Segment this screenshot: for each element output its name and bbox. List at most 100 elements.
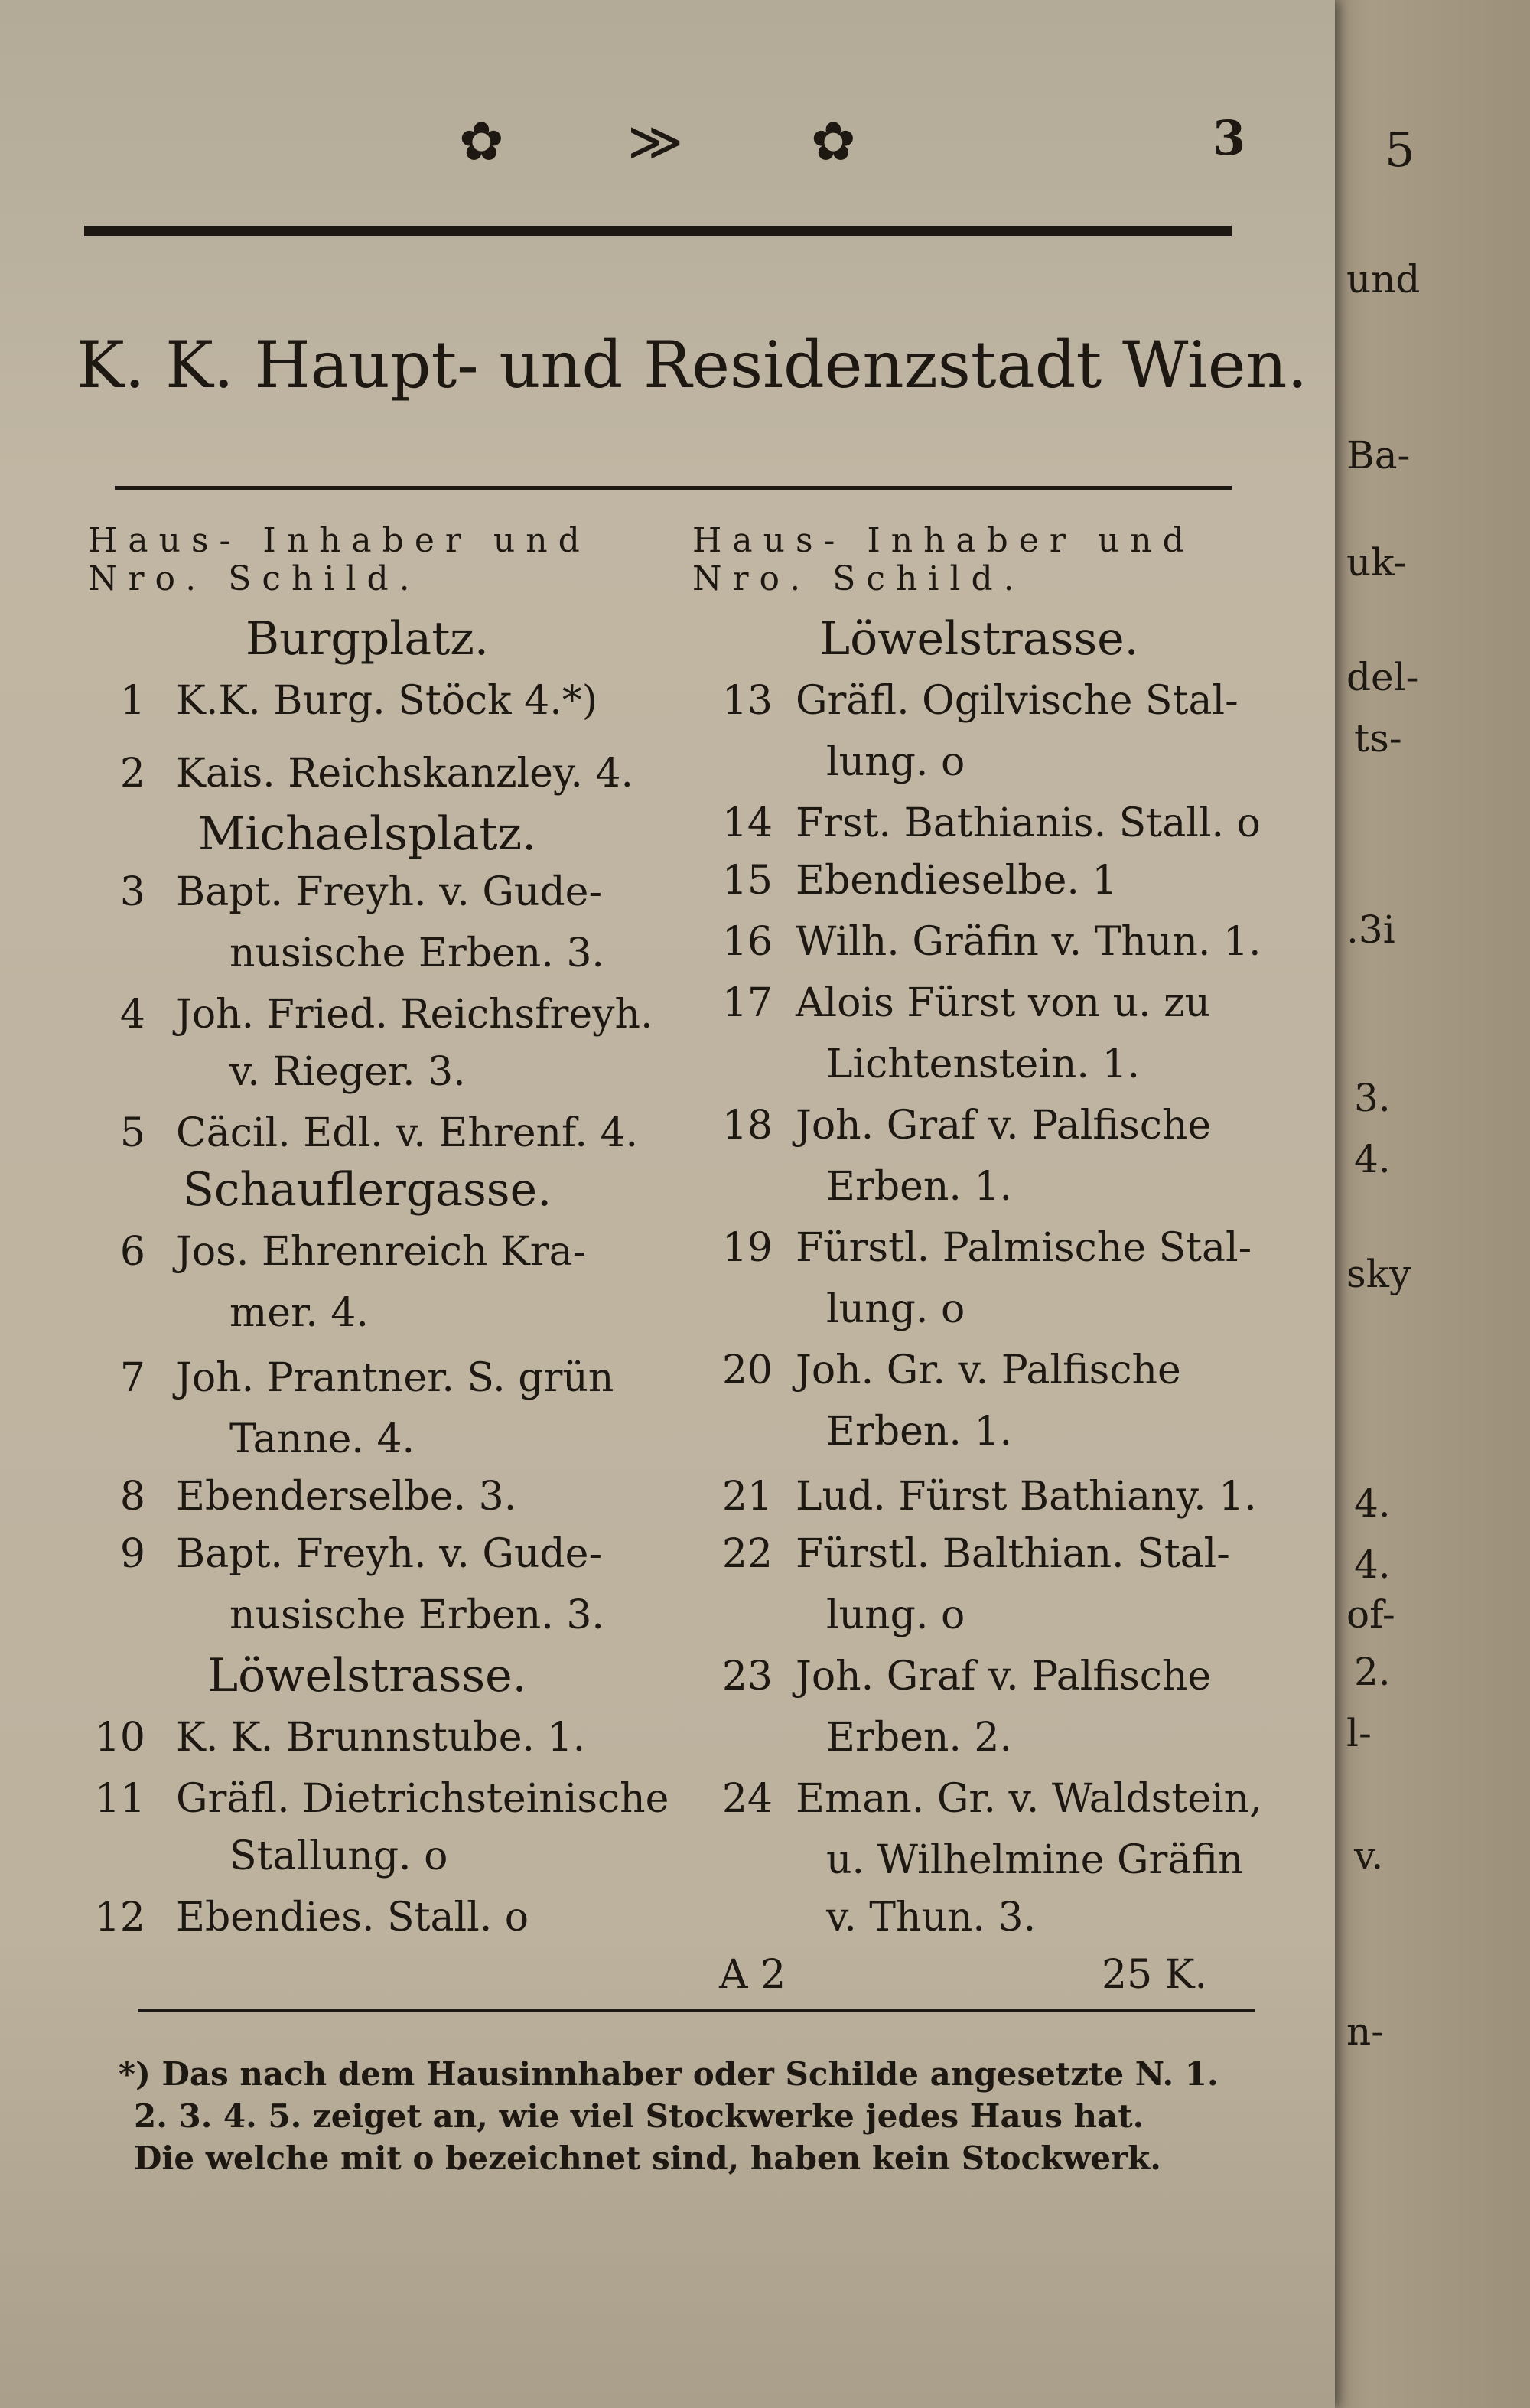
house-number: 16 [721,919,773,965]
column-header-left: Haus- Inhaber und [88,521,591,560]
street-heading: Michaelsplatz. [197,807,537,861]
entry-text: Kais. Reichskanzley. 4. [176,751,634,797]
house-number: 15 [721,858,773,904]
facing-fragment: 2. [1354,1650,1391,1694]
facing-fragment: l- [1346,1711,1372,1755]
house-number: 23 [721,1654,773,1699]
entry-text: v. Rieger. 3. [230,1049,466,1095]
entry-text: Fürstl. Palmische Stal- [796,1225,1252,1271]
entry-text: Fürstl. Balthian. Stal- [796,1531,1230,1577]
house-number: 17 [721,980,773,1026]
facing-fragment: .3i [1346,907,1395,952]
entry-text: Jos. Ehrenreich Kra- [176,1229,587,1275]
house-number: 21 [721,1474,773,1520]
facing-fragment: n- [1346,2009,1385,2054]
entry-text: Joh. Fried. Reichsfreyh. [176,992,653,1038]
entry-text: Joh. Prantner. S. grün [176,1355,614,1401]
facing-fragment: sky [1346,1252,1411,1296]
entry-text: Gräfl. Ogilvische Stal- [796,678,1239,724]
street-heading: Löwelstrasse. [819,612,1139,666]
top-rule [84,226,1232,236]
entry-text: lung. o [826,1286,965,1332]
entry-text: lung. o [826,739,965,785]
facing-fragment: 4. [1354,1543,1391,1587]
facing-fragment: 3. [1354,1076,1391,1120]
entry-text: Stallung. o [230,1833,448,1879]
house-number: 6 [119,1229,145,1275]
entry-text: Joh. Graf v. Palfische [796,1103,1212,1149]
house-number: 9 [119,1531,145,1577]
entry-text: Joh. Gr. v. Palfische [796,1347,1181,1393]
entry-text: nusische Erben. 3. [230,1592,604,1638]
house-number: 11 [94,1776,145,1822]
entry-text: Bapt. Freyh. v. Gude- [176,869,603,915]
catchword: 25 K. [1102,1952,1208,1998]
title-rule [115,486,1232,490]
facing-fragment: of- [1346,1592,1395,1637]
facing-fragment: und [1346,257,1421,301]
page-title: K. K. Haupt- und Residenzstadt Wien. [76,327,1308,402]
ornament-icon: ✿ [459,110,504,173]
facing-fragment: v. [1354,1833,1384,1878]
house-number: 20 [721,1347,773,1393]
entry-text: Bapt. Freyh. v. Gude- [176,1531,603,1577]
entry-text: Erben. 1. [826,1409,1013,1455]
entry-text: Cäcil. Edl. v. Ehrenf. 4. [176,1110,639,1156]
entry-text: nusische Erben. 3. [230,930,604,976]
house-number: 4 [119,992,145,1038]
entry-text: Gräfl. Dietrichsteinische [176,1776,669,1822]
house-number: 1 [119,678,145,724]
entry-text: K. K. Brunnstube. 1. [176,1715,586,1761]
house-number: 19 [721,1225,773,1271]
house-number: 7 [119,1355,145,1401]
street-heading: Löwelstrasse. [207,1649,527,1703]
facing-page-number: 5 [1385,122,1415,178]
page-number: 3 [1213,110,1246,166]
ornament-icon: ✿ [811,110,856,173]
entry-text: Alois Fürst von u. zu [796,980,1211,1026]
entry-text: Lud. Fürst Bathiany. 1. [796,1474,1257,1520]
entry-text: Ebendies. Stall. o [176,1895,529,1940]
facing-fragment: ts- [1354,716,1402,761]
footnote-rule [138,2009,1255,2012]
facing-fragment: 4. [1354,1481,1391,1526]
street-heading: Schauflergasse. [182,1163,552,1217]
entry-text: Erben. 2. [826,1715,1013,1761]
house-number: 3 [119,869,145,915]
entry-text: Wilh. Gräfin v. Thun. 1. [796,919,1261,965]
footnote-line: Die welche mit o bezeichnet sind, haben … [134,2139,1161,2177]
footnote-line: *) Das nach dem Hausinnhaber oder Schild… [119,2055,1219,2093]
entry-text: Erben. 1. [826,1164,1013,1210]
column-header-left: Nro. Schild. [88,559,421,598]
entry-text: Ebenderselbe. 3. [176,1474,517,1520]
ornament-icon: ≫ [627,110,684,173]
entry-text: K.K. Burg. Stöck 4.*) [176,678,598,724]
facing-page: 5 und Ba- uk- del- ts- .3i 3. 4. sky 4. … [1300,0,1530,2408]
house-number: 24 [721,1776,773,1822]
entry-text: Frst. Bathianis. Stall. o [796,800,1261,846]
entry-text: lung. o [826,1592,965,1638]
house-number: 13 [721,678,773,724]
entry-text: mer. 4. [230,1290,369,1336]
house-number: 12 [94,1895,145,1940]
footnote-line: 2. 3. 4. 5. zeiget an, wie viel Stockwer… [134,2097,1144,2135]
signature-mark: A 2 [719,1952,786,1998]
entry-text: u. Wilhelmine Gräfin [826,1837,1244,1883]
column-header-right: Haus- Inhaber und [692,521,1195,560]
book-page: ✿ ≫ ✿ 3 K. K. Haupt- und Residenzstadt W… [0,0,1335,2408]
entry-text: Lichtenstein. 1. [826,1041,1141,1087]
street-heading: Burgplatz. [246,612,489,666]
column-header-right: Nro. Schild. [692,559,1025,598]
entry-text: Ebendieselbe. 1 [796,858,1118,904]
entry-text: v. Thun. 3. [826,1895,1037,1940]
house-number: 10 [94,1715,145,1761]
facing-fragment: del- [1346,655,1419,699]
house-number: 2 [119,751,145,797]
entry-text: Joh. Graf v. Palfische [796,1654,1212,1699]
house-number: 14 [721,800,773,846]
facing-fragment: 4. [1354,1137,1391,1181]
house-number: 18 [721,1103,773,1149]
house-number: 5 [119,1110,145,1156]
house-number: 8 [119,1474,145,1520]
entry-text: Tanne. 4. [230,1416,415,1462]
